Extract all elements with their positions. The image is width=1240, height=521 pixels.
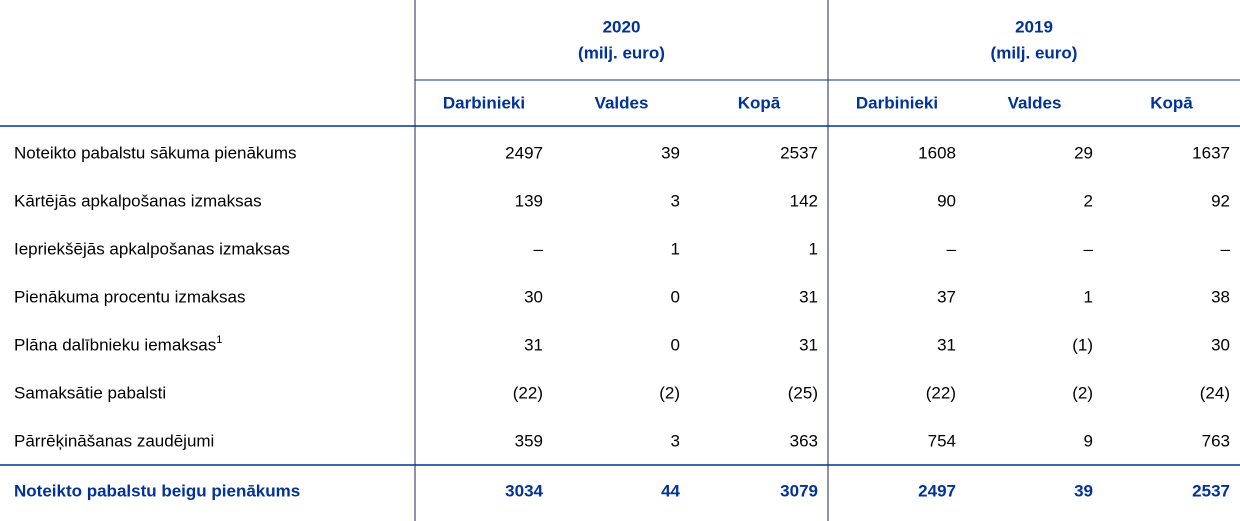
total-cell: 3079 [780,481,818,500]
cell: 1608 [918,143,956,162]
cell: 39 [661,143,680,162]
total-cell: 3034 [505,481,543,500]
cell: 1637 [1192,143,1230,162]
cell: 754 [928,431,956,450]
row-label: Samaksātie pabalsti [14,383,166,402]
footnote-mark: 1 [216,334,222,346]
column-header: Darbinieki [856,93,938,112]
cell: 0 [671,287,680,306]
cell: 2537 [780,143,818,162]
cell: 2 [1084,191,1093,210]
cell: – [534,239,544,258]
cell: 31 [799,287,818,306]
cell: – [1084,239,1094,258]
row-label: Pārrēķināšanas zaudējumi [14,431,214,450]
total-cell: 2497 [918,481,956,500]
total-label: Noteikto pabalstu beigu pienākums [14,481,300,500]
cell: 139 [515,191,543,210]
cell: 142 [790,191,818,210]
cell: 2497 [505,143,543,162]
cell: 1 [1084,287,1093,306]
cell: 1 [671,239,680,258]
cell: 3 [671,191,680,210]
cell: 9 [1084,431,1093,450]
unit-header: (milj. euro) [578,43,665,62]
cell: – [1221,239,1231,258]
row-label: Iepriekšējās apkalpošanas izmaksas [14,239,290,258]
cell: – [947,239,957,258]
cell: 37 [937,287,956,306]
cell: 38 [1211,287,1230,306]
cell: 0 [671,335,680,354]
cell: 31 [524,335,543,354]
total-cell: 39 [1074,481,1093,500]
year-header: 2020 [603,17,641,36]
cell: 30 [524,287,543,306]
total-cell: 2537 [1192,481,1230,500]
cell: (24) [1200,383,1230,402]
cell: 30 [1211,335,1230,354]
cell: 1 [809,239,818,258]
cell: 31 [937,335,956,354]
cell: (2) [659,383,680,402]
cell: 92 [1211,191,1230,210]
cell: 31 [799,335,818,354]
cell: 3 [671,431,680,450]
column-header: Kopā [1150,93,1193,112]
row-label: Pienākuma procentu izmaksas [14,287,246,306]
cell: (1) [1072,335,1093,354]
unit-header: (milj. euro) [991,43,1078,62]
cell: (22) [513,383,543,402]
row-label: Kārtējās apkalpošanas izmaksas [14,191,262,210]
cell: 359 [515,431,543,450]
column-header: Valdes [1008,93,1062,112]
cell: 90 [937,191,956,210]
cell: (25) [788,383,818,402]
cell: 363 [790,431,818,450]
column-header: Darbinieki [443,93,525,112]
cell: (22) [926,383,956,402]
cell: (2) [1072,383,1093,402]
cell: 763 [1202,431,1230,450]
year-header: 2019 [1015,17,1053,36]
column-header: Kopā [738,93,781,112]
cell: 29 [1074,143,1093,162]
column-header: Valdes [595,93,649,112]
total-cell: 44 [661,481,680,500]
row-label: Plāna dalībnieku iemaksas1 [14,334,222,355]
row-label: Noteikto pabalstu sākuma pienākums [14,143,297,162]
